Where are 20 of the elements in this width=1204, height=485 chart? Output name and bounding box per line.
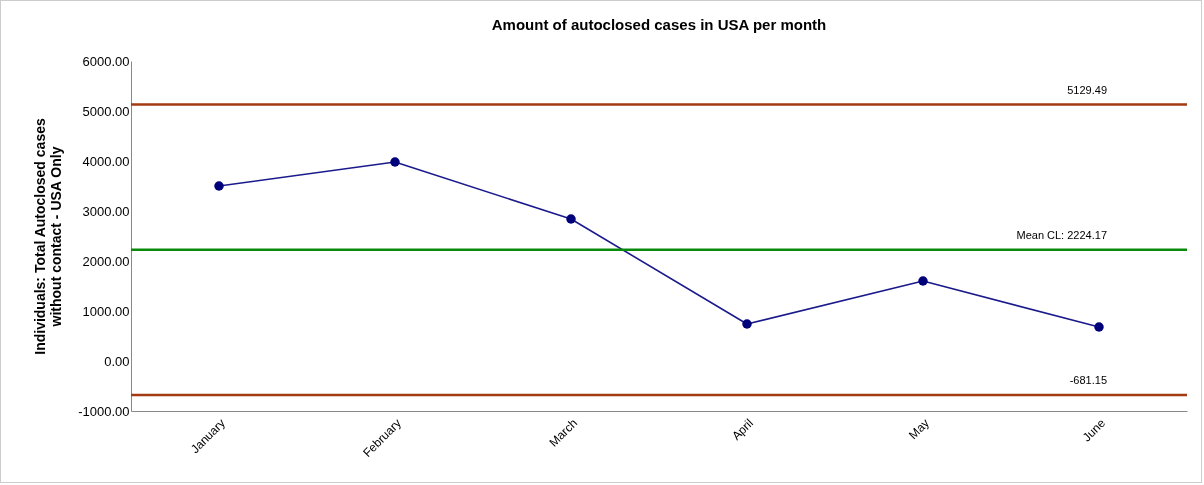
ref-line-label: -681.15 (1069, 374, 1107, 387)
y-tick-label: 3000.00 (82, 203, 130, 219)
ref-line-label: Mean CL: 2224.17 (1016, 228, 1107, 241)
point (566, 214, 576, 224)
point (214, 181, 224, 191)
y-tick-label: -1000.00 (78, 403, 130, 419)
x-tick-label: May (906, 416, 932, 443)
y-tick-label: 6000.00 (82, 53, 130, 69)
point (390, 157, 400, 167)
ref-line-label: 5129.49 (1067, 83, 1107, 96)
chart-title: Amount of autoclosed cases in USA per month (491, 16, 827, 33)
y-tick-label: 1000.00 (82, 303, 130, 319)
point (918, 276, 928, 286)
y-tick-label: 5000.00 (82, 103, 130, 119)
y-tick-label: 0.00 (104, 353, 130, 369)
y-tick-label: 2000.00 (82, 253, 130, 269)
point (742, 319, 752, 329)
y-axis-title: Individuals: Total Autoclosed cases without contact - USA Only (32, 118, 65, 355)
point (1094, 322, 1104, 332)
y-tick-label: 4000.00 (82, 153, 130, 169)
